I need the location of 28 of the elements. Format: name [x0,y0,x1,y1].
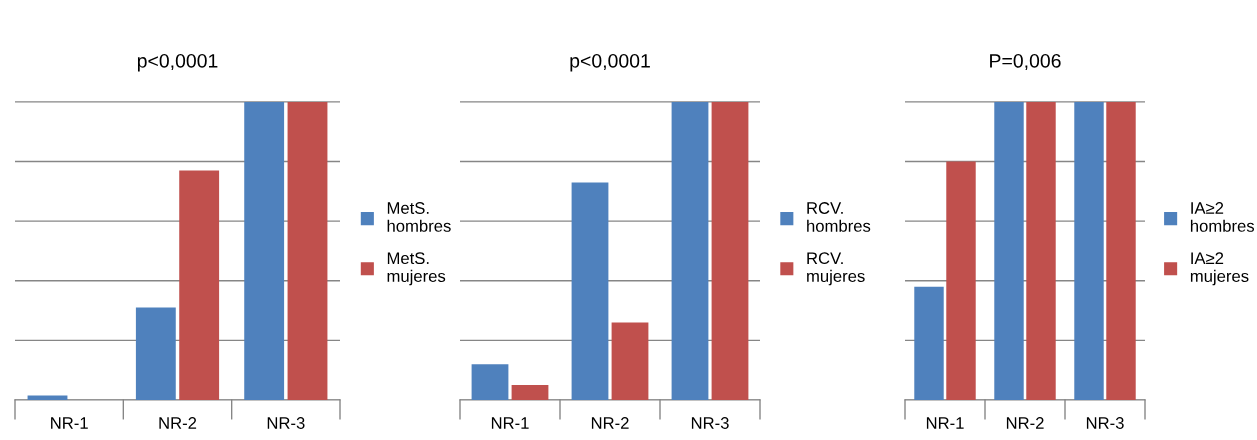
bar [135,307,176,400]
chart-title: P=0,006 [990,53,1061,71]
x-tick-label: NR-3 [1086,417,1124,429]
legend-label: IA≥2 hombres [1190,202,1255,232]
legend-label: RCV. hombres [807,202,871,232]
bar [611,322,649,400]
x-tick-label: NR-2 [159,417,197,429]
x-tick-label: NR-2 [1006,417,1044,429]
x-tick-label: NR-1 [926,417,964,429]
x-tick-label: NR-1 [491,417,529,429]
bar [287,101,328,400]
chart-title: p<0,0001 [570,53,650,72]
legend-label: RCV. mujeres [807,252,865,286]
bar [179,170,220,400]
legend-label: MetS. mujeres [387,252,446,286]
legend-label: MetS. hombres [387,202,451,232]
bar [571,182,609,400]
x-tick-label: NR-1 [51,417,88,429]
bar [511,385,549,400]
bar [711,101,749,400]
chart-title: p<0,0001 [137,53,218,72]
bar [671,101,709,400]
bar [471,364,509,400]
bar [244,101,285,400]
x-tick-label: NR-3 [691,417,729,429]
x-tick-label: NR-2 [591,417,629,429]
x-tick-label: NR-3 [267,417,305,429]
legend-label: IA≥2 mujeres [1190,252,1249,286]
